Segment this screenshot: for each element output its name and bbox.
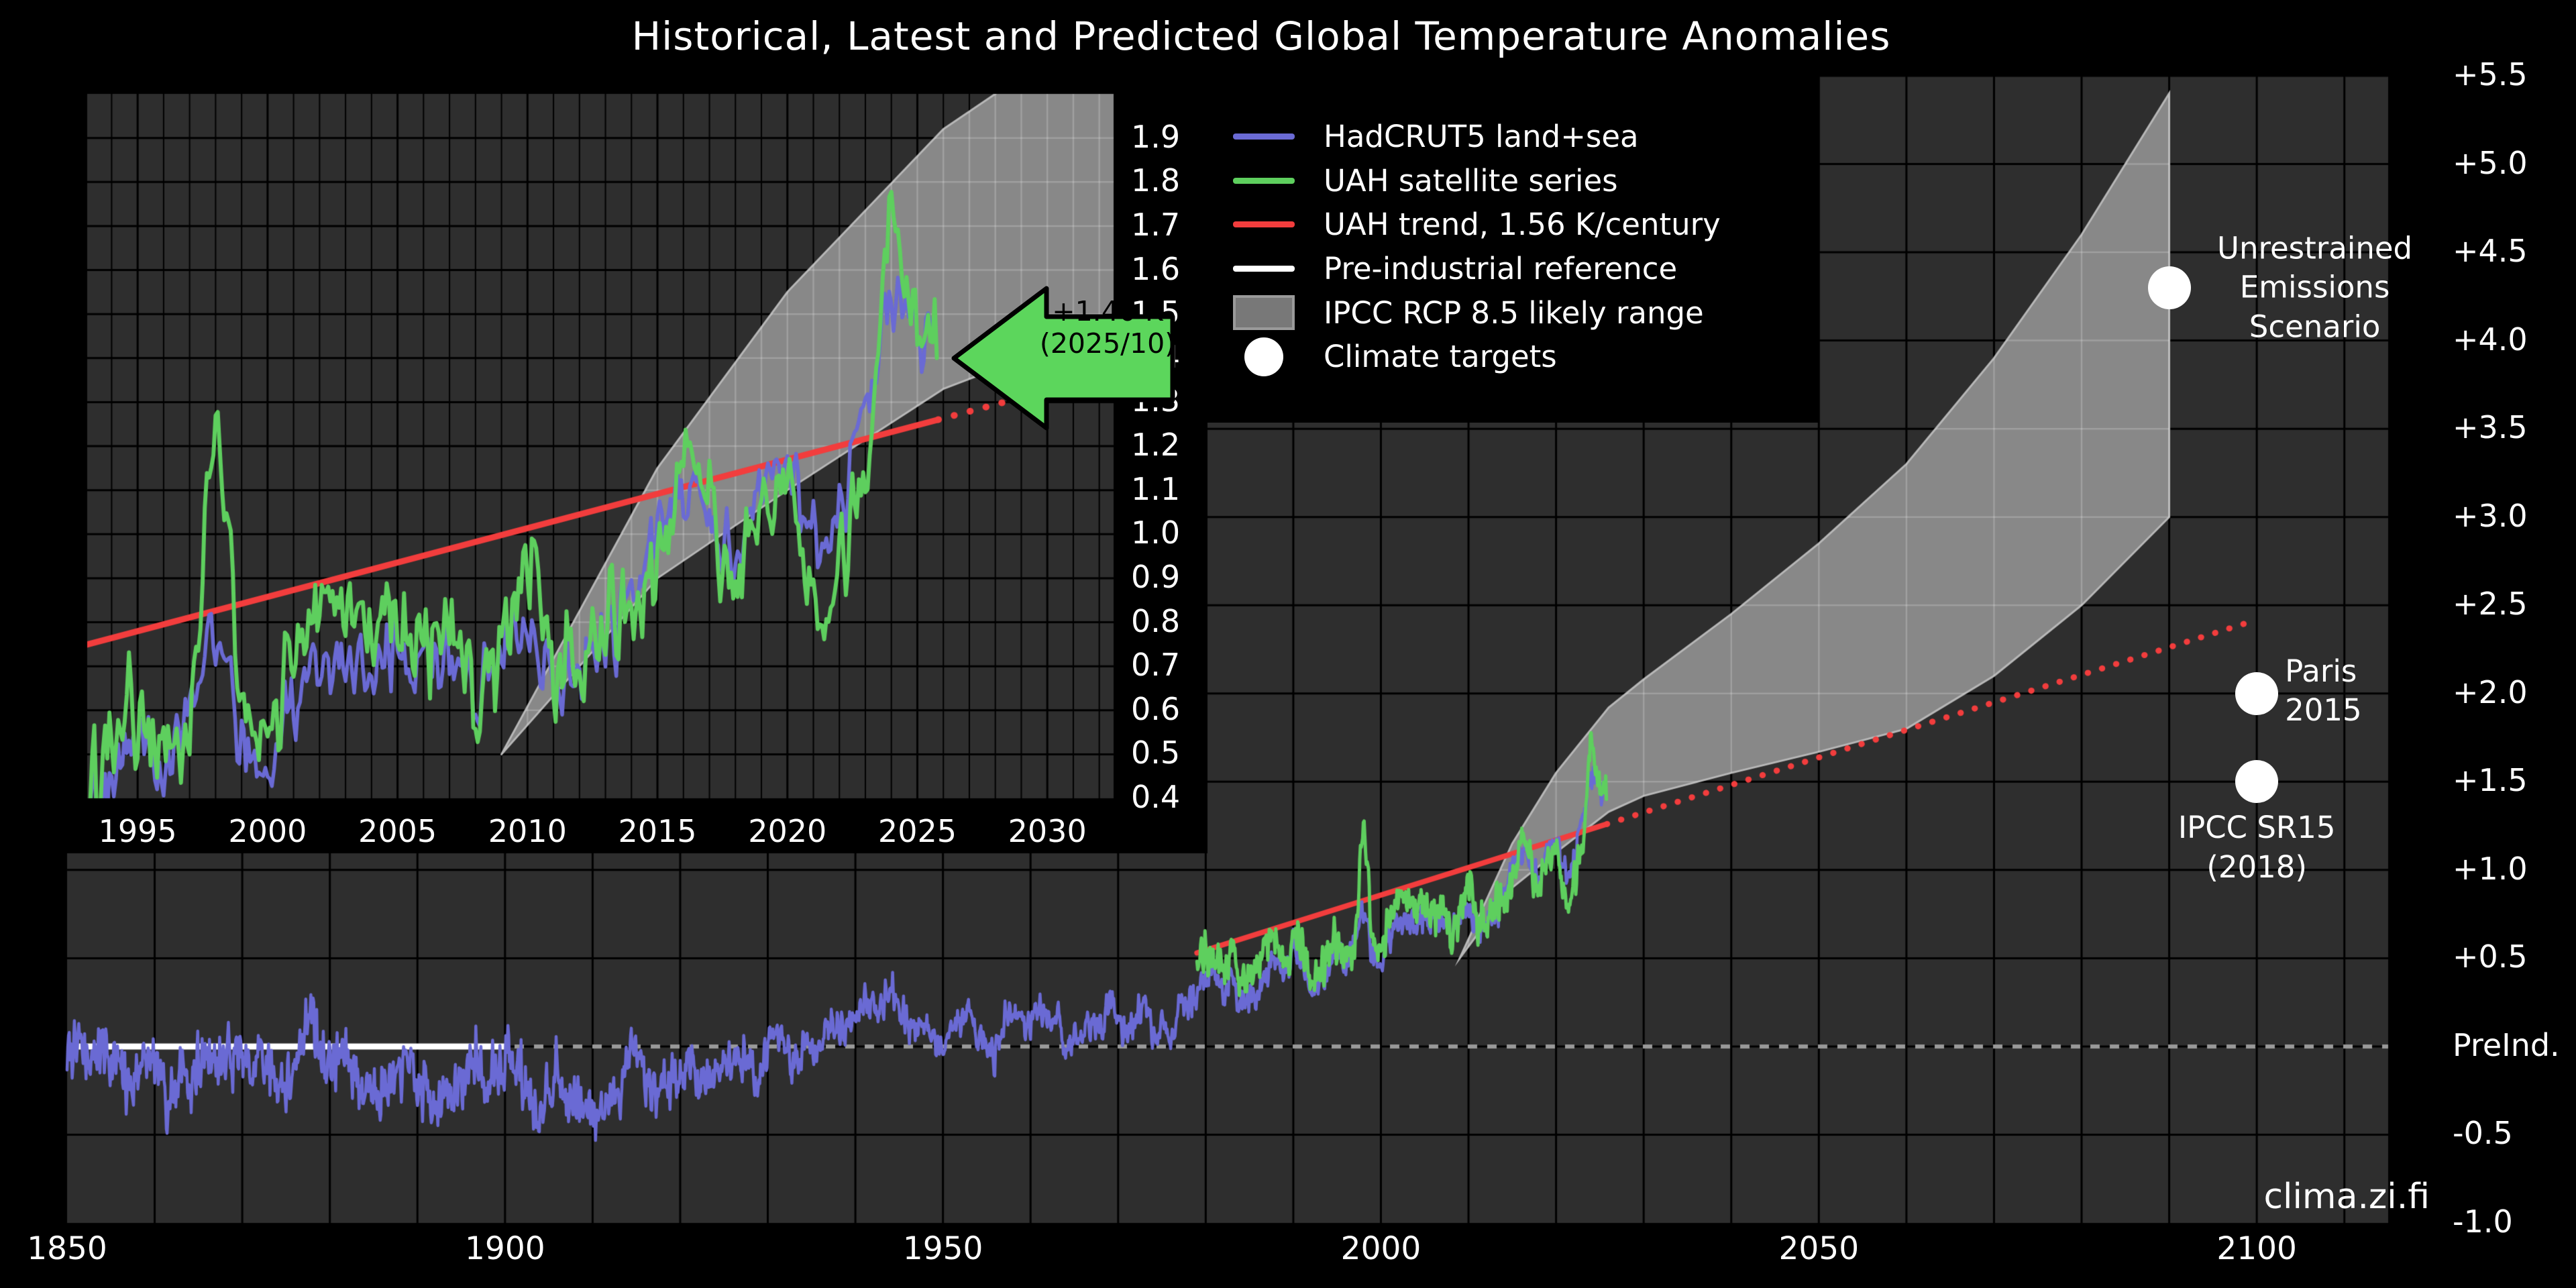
- legend-item-label: Climate targets: [1324, 339, 1557, 375]
- main-y-tick-label: +5.5: [2453, 56, 2528, 93]
- latest-value-arrow: [951, 284, 1177, 432]
- inset-y-tick-label: 0.7: [1131, 646, 1181, 683]
- inset-y-tick-label: 1.6: [1131, 250, 1181, 287]
- main-y-tick-label: +2.0: [2453, 674, 2528, 710]
- main-x-tick-label: 1900: [465, 1230, 545, 1267]
- annotation-ipcc-sr15: IPCC SR15 (2018): [2178, 810, 2336, 885]
- legend-item: IPCC RCP 8.5 likely range: [1204, 290, 1819, 335]
- inset-y-tick-label: 0.5: [1131, 735, 1181, 771]
- inset-y-tick-label: 1.0: [1131, 515, 1181, 551]
- main-y-tick-label: PreInd.: [2453, 1026, 2560, 1063]
- legend-circle-sample: [1204, 337, 1324, 376]
- inset-x-tick-label: 1995: [98, 813, 177, 849]
- legend-item: UAH trend, 1.56 K/century: [1204, 203, 1819, 247]
- legend-item-label: HadCRUT5 land+sea: [1324, 119, 1639, 155]
- inset-y-tick-label: 0.6: [1131, 690, 1181, 727]
- legend-line-sample: [1204, 221, 1324, 228]
- legend-item: UAH satellite series: [1204, 159, 1819, 203]
- inset-x-tick-label: 2005: [358, 813, 437, 849]
- main-y-tick-label: +5.0: [2453, 144, 2528, 181]
- main-y-tick-label: +0.5: [2453, 938, 2528, 975]
- inset-x-tick-label: 2030: [1008, 813, 1087, 849]
- main-y-tick-label: -0.5: [2453, 1115, 2513, 1152]
- inset-x-tick-label: 2020: [748, 813, 827, 849]
- inset-y-tick-label: 0.4: [1131, 778, 1181, 815]
- climate-target-dot-ipcc-sr15: [2235, 760, 2279, 804]
- range-swatch: [1233, 295, 1295, 331]
- inset-y-tick-label: 1.2: [1131, 426, 1181, 463]
- main-y-tick-label: -1.0: [2453, 1203, 2513, 1240]
- inset-y-tick-label: 1.7: [1131, 206, 1181, 243]
- main-y-tick-label: +4.5: [2453, 232, 2528, 269]
- line-swatch: [1233, 221, 1295, 228]
- inset-y-tick-label: 1.1: [1131, 470, 1181, 507]
- annotation-unrestrained-emissions: Unrestrained Emissions Scenario: [2217, 229, 2413, 344]
- watermark: clima.zi.fi: [2263, 1177, 2430, 1217]
- legend-item: Climate targets: [1204, 335, 1819, 379]
- latest-date: (2025/10): [1039, 327, 1176, 360]
- main-y-tick-label: +3.5: [2453, 409, 2528, 445]
- legend-line-sample: [1204, 177, 1324, 184]
- main-y-tick-label: +1.0: [2453, 850, 2528, 887]
- main-y-tick-label: +4.0: [2453, 321, 2528, 358]
- inset-x-tick-label: 2025: [877, 813, 957, 849]
- arrow-shape: [951, 286, 1175, 431]
- legend-line-sample: [1204, 133, 1324, 140]
- main-y-tick-label: +1.5: [2453, 762, 2528, 799]
- main-x-tick-label: 1950: [902, 1230, 983, 1267]
- legend-line-sample: [1204, 266, 1324, 272]
- line-swatch: [1233, 133, 1295, 140]
- main-x-tick-label: 1850: [27, 1230, 107, 1267]
- climate-target-dot-unrestrained: [2147, 266, 2191, 309]
- legend-item: Pre-industrial reference: [1204, 247, 1819, 291]
- main-x-tick-label: 2100: [2216, 1230, 2297, 1267]
- annotation-paris-2015: Paris 2015: [2285, 653, 2362, 729]
- target-swatch: [1244, 337, 1283, 376]
- inset-y-tick-label: 0.8: [1131, 602, 1181, 639]
- climate-target-dot-paris: [2235, 672, 2279, 715]
- inset-y-tick-label: 0.9: [1131, 558, 1181, 595]
- legend-patch-sample: [1204, 295, 1324, 331]
- legend: HadCRUT5 land+sea UAH satellite series UAH…: [1204, 76, 1819, 423]
- line-swatch: [1233, 266, 1295, 272]
- inset-x-tick-label: 2010: [488, 813, 567, 849]
- main-x-tick-label: 2000: [1340, 1230, 1421, 1267]
- main-y-tick-label: +3.0: [2453, 497, 2528, 534]
- legend-item-label: UAH satellite series: [1324, 162, 1618, 199]
- latest-value: +1.40 K: [1052, 295, 1163, 327]
- inset-y-tick-label: 1.8: [1131, 162, 1181, 199]
- line-swatch: [1233, 177, 1295, 184]
- main-x-tick-label: 2050: [1778, 1230, 1860, 1267]
- main-y-tick-label: +2.5: [2453, 586, 2528, 623]
- latest-value-label: +1.40 K (2025/10): [1038, 295, 1177, 360]
- inset-x-tick-label: 2000: [228, 813, 307, 849]
- inset-x-tick-label: 2015: [618, 813, 697, 849]
- legend-item-label: IPCC RCP 8.5 likely range: [1324, 294, 1704, 331]
- legend-item-label: Pre-industrial reference: [1324, 251, 1678, 287]
- chart-title: Historical, Latest and Predicted Global …: [631, 13, 1891, 59]
- legend-item-label: UAH trend, 1.56 K/century: [1324, 207, 1721, 243]
- inset-y-tick-label: 1.9: [1131, 118, 1181, 155]
- legend-item: HadCRUT5 land+sea: [1204, 115, 1819, 159]
